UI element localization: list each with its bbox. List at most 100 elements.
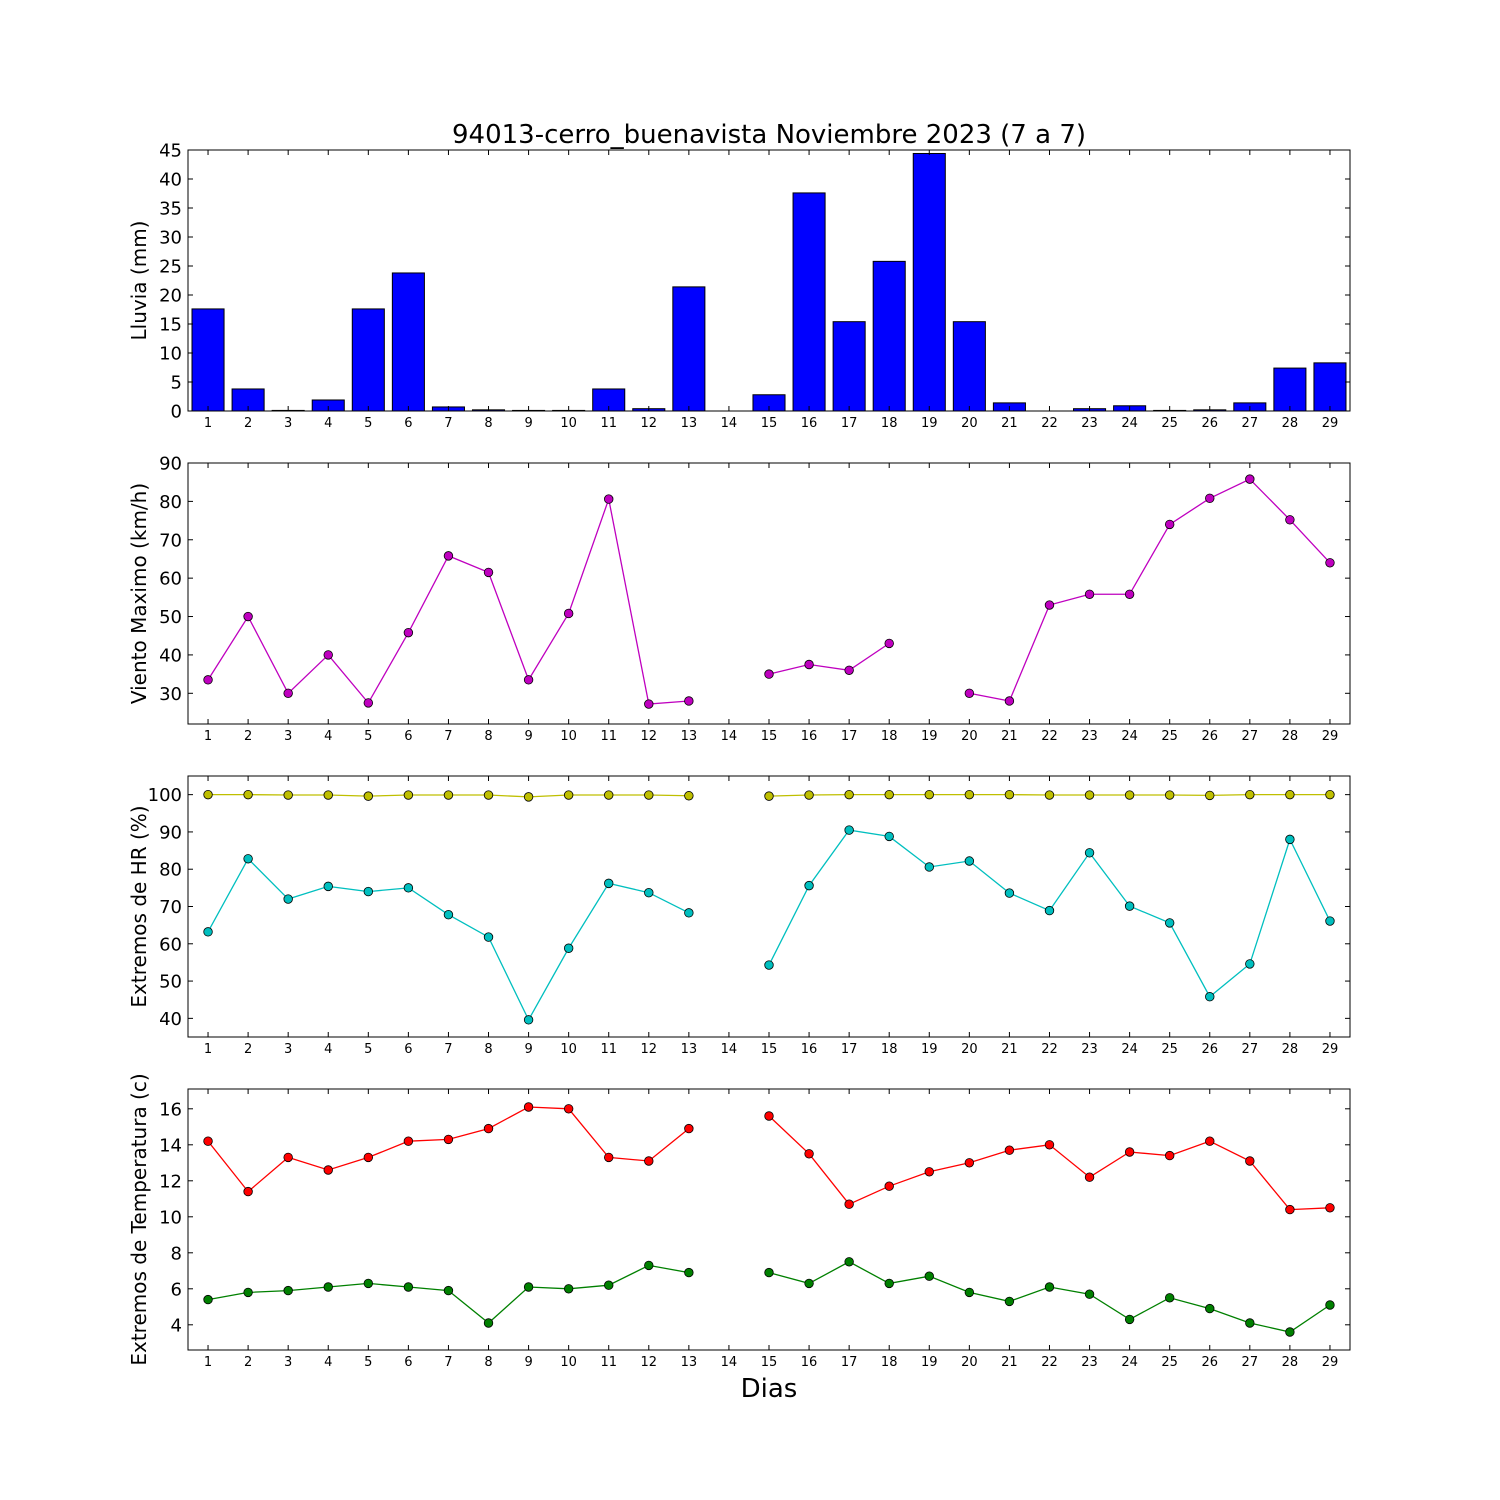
x-tick-label: 24 (1121, 729, 1138, 744)
y-tick-label: 50 (159, 607, 182, 628)
series-2-point-6 (403, 1282, 414, 1292)
bar-1 (191, 308, 225, 412)
x-tick-label: 14 (721, 1355, 738, 1370)
series-1-point-27 (1245, 1156, 1255, 1166)
series-2-point-4 (323, 881, 333, 892)
series-2-point-20 (964, 1287, 975, 1298)
series-1-point-21 (1004, 789, 1015, 800)
series-1-point-28 (1285, 1204, 1295, 1215)
series-1-point-20 (964, 789, 975, 800)
series-1-point-2 (243, 1186, 253, 1197)
x-tick-label: 28 (1282, 1355, 1299, 1370)
series-2-point-17 (844, 825, 854, 835)
series-1-point-21 (1004, 1145, 1015, 1155)
series-2-point-6 (403, 883, 414, 893)
bar-29 (1313, 362, 1347, 412)
x-tick-label: 20 (961, 729, 978, 744)
x-tick-label: 8 (484, 416, 492, 431)
x-tick-label: 28 (1282, 416, 1299, 431)
x-tick-label: 15 (761, 729, 778, 744)
x-tick-label: 14 (721, 1042, 738, 1057)
x-tick-label: 4 (324, 1042, 332, 1057)
x-tick-label: 21 (1001, 1042, 1018, 1057)
x-tick-label: 22 (1041, 1042, 1058, 1057)
series-2-point-28 (1285, 1327, 1295, 1337)
x-tick-label: 11 (600, 1355, 617, 1370)
y-tick-label: 10 (159, 344, 182, 365)
series-1-point-18 (884, 1181, 894, 1191)
series-1-point-26 (1205, 1136, 1215, 1146)
series-1-point-19 (924, 789, 934, 800)
series-1-point-8 (483, 567, 494, 578)
series-1-point-16 (804, 1149, 814, 1159)
series-2-point-22 (1044, 905, 1055, 916)
series-1-point-6 (403, 790, 414, 800)
series-1-point-4 (323, 1165, 333, 1175)
x-tick-label: 28 (1282, 729, 1299, 744)
series-1-point-24 (1124, 589, 1135, 599)
series-2-point-23 (1084, 1289, 1095, 1299)
series-2-point-11 (604, 1280, 614, 1290)
x-tick-label: 16 (801, 1355, 818, 1370)
series-1-point-27 (1245, 474, 1255, 484)
x-tick-label: 9 (524, 1042, 532, 1057)
x-tick-label: 12 (641, 729, 658, 744)
x-tick-label: 3 (284, 729, 292, 744)
series-2-point-17 (844, 1257, 854, 1267)
series-2-point-3 (283, 1285, 293, 1296)
series-2-point-21 (1004, 1296, 1015, 1307)
x-tick-label: 17 (841, 1355, 858, 1370)
series-2-point-24 (1124, 901, 1135, 911)
x-tick-label: 22 (1041, 416, 1058, 431)
x-tick-label: 10 (560, 729, 577, 744)
series-1-line-2 (768, 642, 890, 675)
x-tick-label: 29 (1322, 729, 1339, 744)
x-tick-label: 1 (204, 1042, 212, 1057)
series-2-point-22 (1044, 1282, 1055, 1292)
series-1-line-3 (969, 478, 1331, 702)
bar-16 (792, 192, 826, 412)
series-1-point-25 (1164, 519, 1175, 530)
x-tick-label: 6 (404, 416, 412, 431)
series-1-point-3 (283, 1152, 293, 1163)
series-1-point-5 (363, 698, 374, 708)
x-tick-label: 4 (324, 1355, 332, 1370)
series-1-point-20 (964, 688, 975, 698)
x-tick-label: 18 (881, 1355, 898, 1370)
series-1-point-8 (483, 790, 494, 800)
series-2-point-7 (443, 1285, 454, 1296)
series-2-point-10 (563, 1284, 574, 1294)
series-1-point-11 (604, 790, 614, 800)
y-tick-label: 20 (159, 286, 182, 307)
series-2-point-16 (804, 1278, 814, 1289)
x-tick-label: 10 (560, 1355, 577, 1370)
series-2-point-25 (1164, 1293, 1175, 1303)
series-1-point-15 (764, 791, 774, 801)
series-1-point-18 (884, 789, 894, 800)
x-tick-label: 6 (404, 729, 412, 744)
y-tick-label: 0 (171, 402, 182, 423)
x-tick-label: 9 (524, 729, 532, 744)
series-2-point-12 (644, 1260, 654, 1271)
series-2-point-1 (203, 927, 213, 937)
x-tick-label: 3 (284, 1355, 292, 1370)
x-tick-label: 7 (444, 1042, 452, 1057)
series-1-point-13 (684, 1123, 694, 1134)
y-axis-label: Extremos de HR (%) (127, 805, 151, 1007)
x-tick-label: 8 (484, 1042, 492, 1057)
y-tick-label: 90 (159, 454, 182, 475)
series-1-point-12 (644, 1156, 654, 1166)
y-tick-label: 60 (159, 934, 182, 955)
series-2-point-1 (203, 1294, 213, 1305)
series-1-point-7 (443, 551, 454, 561)
y-tick-label: 4 (171, 1315, 182, 1336)
series-2-point-13 (684, 908, 694, 918)
x-tick-label: 7 (444, 416, 452, 431)
series-1-point-3 (283, 688, 293, 698)
series-1-point-29 (1325, 789, 1335, 800)
x-tick-label: 15 (761, 1042, 778, 1057)
panel-1: 1 2 3 4 5 6 7 8 9 10 11 12 13 14 15 16 17 18 19 20 21 22 23 24 2… (127, 141, 1351, 431)
series-1-point-4 (323, 790, 333, 800)
series-1-point-6 (403, 1136, 414, 1146)
x-tick-label: 7 (444, 1355, 452, 1370)
